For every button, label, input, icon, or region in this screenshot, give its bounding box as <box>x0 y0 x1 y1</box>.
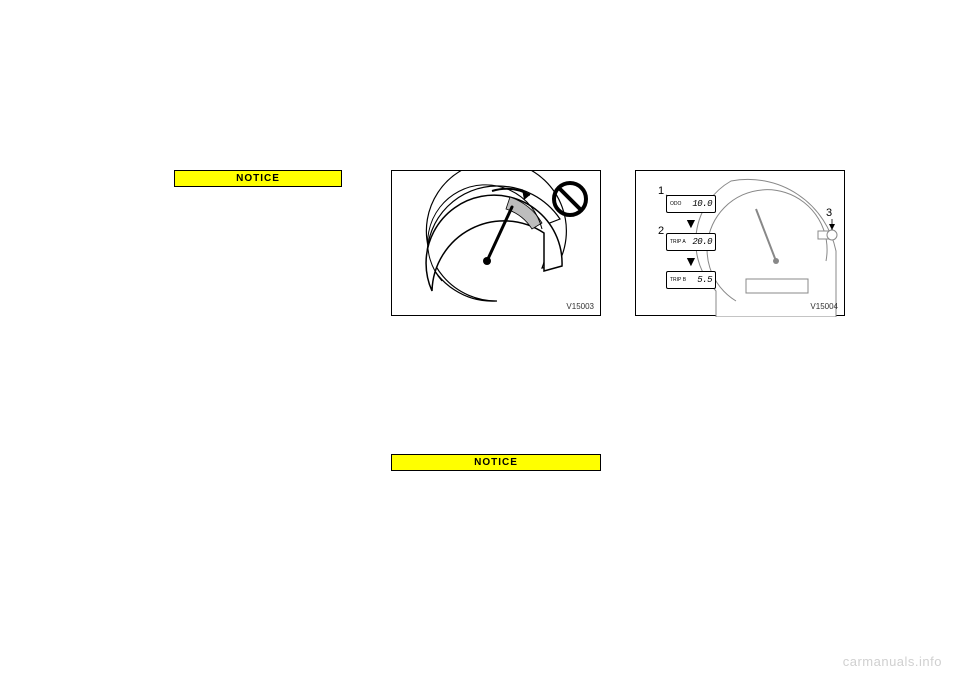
figure-odometer-tripmeter: 1 2 3 ODO 10.0 ▼ TRIP A 20.0 ▼ TRIP B 5.… <box>635 170 845 316</box>
callout-1: 1 <box>658 185 664 197</box>
lcd-trip-a: TRIP A 20.0 <box>666 233 716 251</box>
down-arrow-icon: ▼ <box>684 215 698 231</box>
lcd-tripa-value: 20.0 <box>692 237 712 247</box>
down-arrow-icon: ▼ <box>684 253 698 269</box>
lcd-tripb-value: 5.5 <box>697 275 712 285</box>
manual-page: NOTICE V15003 NOTICE <box>0 0 960 679</box>
lcd-tripb-label: TRIP B <box>670 278 686 283</box>
figure-id-right: V15004 <box>810 302 838 311</box>
lcd-tripa-label: TRIP A <box>670 240 686 245</box>
figure-tachometer-redzone: V15003 <box>391 170 601 316</box>
figure-id-mid: V15003 <box>566 302 594 311</box>
lcd-odo: ODO 10.0 <box>666 195 716 213</box>
callout-3: 3 <box>826 207 832 219</box>
callout-2: 2 <box>658 225 664 237</box>
lcd-odo-label: ODO <box>670 202 681 207</box>
notice-block-left: NOTICE <box>174 170 342 187</box>
watermark-text: carmanuals.info <box>843 654 942 669</box>
lcd-trip-b: TRIP B 5.5 <box>666 271 716 289</box>
notice-bar-left: NOTICE <box>174 170 342 187</box>
gauge-illustration <box>392 171 602 317</box>
notice-block-mid: NOTICE <box>391 454 601 471</box>
notice-bar-mid: NOTICE <box>391 454 601 471</box>
lcd-odo-value: 10.0 <box>692 199 712 209</box>
